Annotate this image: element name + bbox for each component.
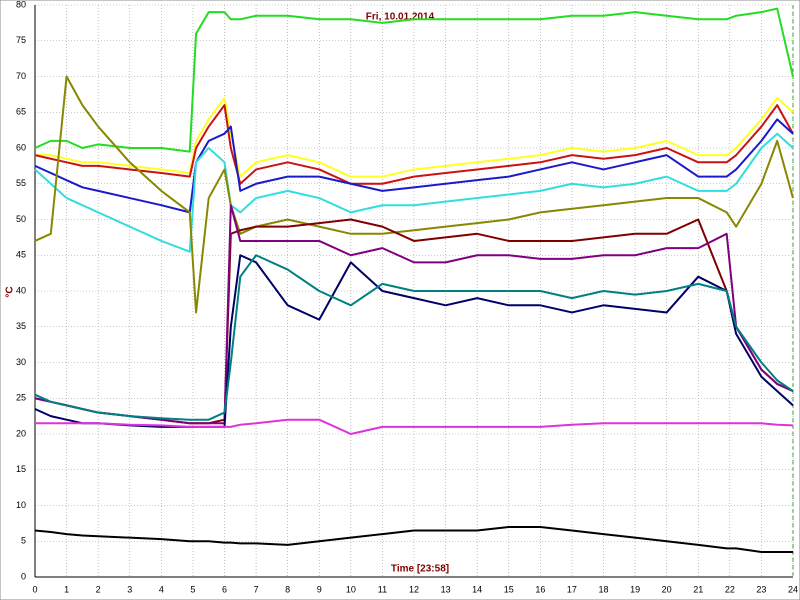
series-line [34,118,794,214]
y-axis-label: °C [5,286,16,297]
y-tick-label: 45 [16,250,26,260]
y-tick-label: 20 [16,428,26,438]
x-tick-label: 22 [725,584,735,594]
series-line [35,96,794,178]
y-tick-label: 65 [16,107,26,117]
x-tick-label: 18 [598,584,608,594]
x-tick-label: 2 [96,584,101,594]
x-tick-label: 8 [285,584,290,594]
y-tick-label: 30 [16,357,26,367]
x-tick-label: 15 [504,584,514,594]
x-tick-label: 13 [441,584,451,594]
y-tick-label: 5 [21,536,26,546]
x-tick-label: 6 [222,584,227,594]
series-line [34,525,793,553]
x-tick-label: 10 [346,584,356,594]
y-tick-label: 25 [16,393,26,403]
y-tick-label: 75 [16,35,26,45]
series-line [34,7,794,153]
x-tick-label: 19 [630,584,640,594]
x-tick-label: 12 [409,584,419,594]
x-tick-label: 14 [472,584,482,594]
x-tick-label: 21 [693,584,703,594]
y-tick-label: 15 [16,464,26,474]
x-tick-label: 11 [378,584,387,594]
y-tick-label: 10 [16,500,26,510]
x-tick-label: 23 [756,584,766,594]
y-tick-label: 80 [16,0,26,9]
series-line [34,75,794,314]
y-tick-label: 50 [16,214,26,224]
x-tick-label: 4 [159,584,164,594]
y-tick-label: 55 [16,178,26,188]
chart-title: Fri, 10.01.2014 [366,12,435,23]
x-tick-label: 0 [32,584,37,594]
series-line [35,418,794,435]
x-tick-label: 20 [662,584,672,594]
y-tick-label: 70 [16,71,26,81]
x-tick-label: 17 [567,584,577,594]
x-tick-label: 7 [254,584,259,594]
x-tick-label: 5 [190,584,195,594]
x-tick-label: 3 [127,584,132,594]
y-tick-label: 35 [16,321,26,331]
y-tick-label: 0 [21,571,26,581]
x-tick-label: 16 [535,584,545,594]
x-tick-label: 9 [317,584,322,594]
y-tick-label: 60 [16,142,26,152]
y-tick-label: 40 [16,285,26,295]
series-line [34,254,794,421]
series-line [34,132,794,253]
x-tick-label: 24 [788,584,798,594]
x-axis-label: Time [23:58] [391,564,449,575]
x-tick-label: 1 [64,584,69,594]
